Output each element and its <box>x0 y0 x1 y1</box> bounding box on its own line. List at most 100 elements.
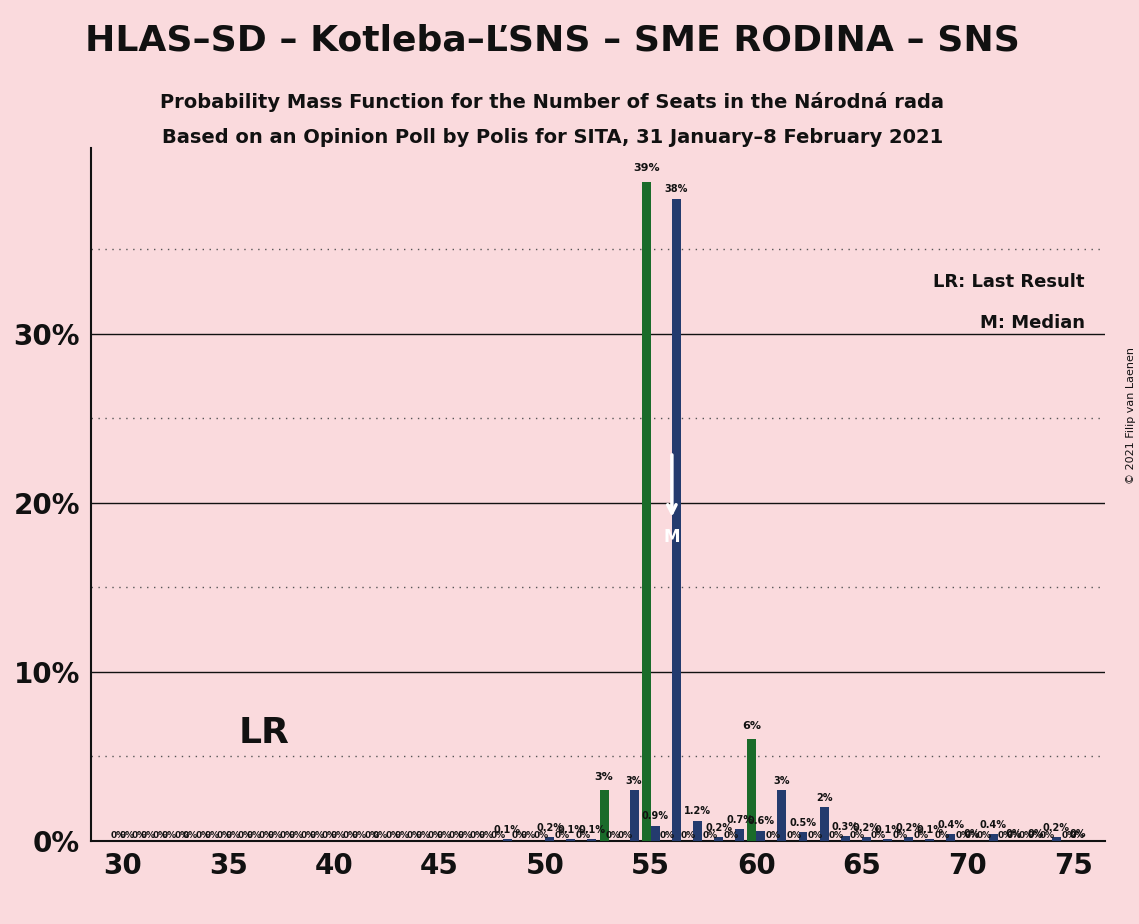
Text: 0%: 0% <box>246 831 262 840</box>
Text: 0%: 0% <box>352 831 367 840</box>
Text: 0.1%: 0.1% <box>874 825 901 835</box>
Text: 0.5%: 0.5% <box>789 818 817 828</box>
Text: Based on an Opinion Poll by Polis for SITA, 31 January–8 February 2021: Based on an Opinion Poll by Polis for SI… <box>162 128 943 147</box>
Text: 6%: 6% <box>743 721 762 731</box>
Text: 0%: 0% <box>427 831 443 840</box>
Bar <box>1052 837 1060 841</box>
Text: 0.7%: 0.7% <box>727 815 753 825</box>
Text: 0%: 0% <box>478 831 494 840</box>
Text: 0%: 0% <box>280 831 295 840</box>
Text: 0%: 0% <box>436 831 451 840</box>
Text: 0%: 0% <box>216 831 231 840</box>
Text: 0%: 0% <box>1007 831 1022 840</box>
Bar <box>599 790 608 841</box>
Text: 0%: 0% <box>965 831 980 840</box>
Text: 0.2%: 0.2% <box>853 823 880 833</box>
Bar <box>650 826 659 841</box>
Text: © 2021 Filip van Laenen: © 2021 Filip van Laenen <box>1126 347 1136 484</box>
Text: 0%: 0% <box>787 831 802 840</box>
Text: 0%: 0% <box>956 831 970 840</box>
Text: 0.6%: 0.6% <box>747 817 775 826</box>
Text: Probability Mass Function for the Number of Seats in the Národná rada: Probability Mass Function for the Number… <box>161 92 944 113</box>
Text: LR: Last Result: LR: Last Result <box>933 273 1084 290</box>
Text: 3%: 3% <box>773 776 790 786</box>
Text: 0%: 0% <box>204 831 220 840</box>
Text: 0%: 0% <box>364 831 379 840</box>
Text: 0%: 0% <box>998 831 1013 840</box>
Text: 0%: 0% <box>226 831 240 840</box>
Text: 0%: 0% <box>659 831 675 840</box>
Text: 0.4%: 0.4% <box>937 820 965 830</box>
Text: 0%: 0% <box>1070 831 1085 840</box>
Text: 2%: 2% <box>816 793 833 803</box>
Bar <box>736 829 744 841</box>
Text: 0%: 0% <box>120 831 134 840</box>
Text: 0%: 0% <box>533 831 548 840</box>
Text: 0.9%: 0.9% <box>641 811 669 821</box>
Text: 0%: 0% <box>892 831 908 840</box>
Text: 0%: 0% <box>374 831 388 840</box>
Text: M: M <box>664 529 680 546</box>
Text: 0%: 0% <box>458 831 473 840</box>
Text: 0%: 0% <box>394 831 409 840</box>
Bar <box>756 831 765 841</box>
Bar <box>546 837 554 841</box>
Text: 0.1%: 0.1% <box>494 825 521 835</box>
Text: 0.3%: 0.3% <box>831 821 859 832</box>
Text: 3%: 3% <box>595 772 614 782</box>
Text: HLAS–SD – Kotleba–ĽSNS – SME RODINA – SNS: HLAS–SD – Kotleba–ĽSNS – SME RODINA – SN… <box>85 23 1019 57</box>
Text: 0%: 0% <box>808 831 822 840</box>
Text: 0.1%: 0.1% <box>557 825 584 835</box>
Text: 0%: 0% <box>343 831 359 840</box>
Text: 0%: 0% <box>268 831 282 840</box>
Text: 0%: 0% <box>195 831 211 840</box>
Text: 0%: 0% <box>617 831 633 840</box>
Text: 0%: 0% <box>555 831 570 840</box>
Text: LR: LR <box>239 715 289 749</box>
Text: 0%: 0% <box>575 831 590 840</box>
Text: 0%: 0% <box>132 831 147 840</box>
Text: 0%: 0% <box>513 831 527 840</box>
Text: 0%: 0% <box>1070 829 1085 839</box>
Text: 0%: 0% <box>259 831 273 840</box>
Text: 0%: 0% <box>934 831 950 840</box>
Text: 0%: 0% <box>1019 831 1034 840</box>
Text: 0%: 0% <box>850 831 866 840</box>
Bar <box>947 834 956 841</box>
Text: 0%: 0% <box>1027 831 1043 840</box>
Text: 0%: 0% <box>829 831 844 840</box>
Bar <box>841 836 850 841</box>
Bar <box>588 839 597 841</box>
Bar <box>989 834 998 841</box>
Text: 0%: 0% <box>449 831 464 840</box>
Text: 0%: 0% <box>322 831 337 840</box>
Bar <box>778 790 786 841</box>
Text: 3%: 3% <box>625 776 642 786</box>
Text: 0%: 0% <box>407 831 421 840</box>
Text: 0%: 0% <box>521 831 536 840</box>
Bar <box>820 807 828 841</box>
Text: 0.2%: 0.2% <box>705 823 732 833</box>
Bar <box>883 839 892 841</box>
Text: 0%: 0% <box>469 831 485 840</box>
Bar <box>630 790 639 841</box>
Text: 0%: 0% <box>765 831 780 840</box>
Text: 0%: 0% <box>1006 829 1023 839</box>
Text: 0%: 0% <box>330 831 346 840</box>
Text: 0%: 0% <box>385 831 401 840</box>
Text: 0%: 0% <box>723 831 738 840</box>
Text: 0%: 0% <box>1040 831 1055 840</box>
Text: 0%: 0% <box>913 831 928 840</box>
Text: 0%: 0% <box>976 831 992 840</box>
Bar <box>503 839 511 841</box>
Bar <box>747 739 756 841</box>
Text: 0%: 0% <box>162 831 177 840</box>
Text: 0%: 0% <box>288 831 304 840</box>
Text: 0.2%: 0.2% <box>895 823 923 833</box>
Text: 0%: 0% <box>1062 831 1076 840</box>
Text: 0.4%: 0.4% <box>980 820 1007 830</box>
Bar <box>925 839 934 841</box>
Text: 39%: 39% <box>633 164 659 173</box>
Text: 0%: 0% <box>702 831 718 840</box>
Text: 0.1%: 0.1% <box>579 825 605 835</box>
